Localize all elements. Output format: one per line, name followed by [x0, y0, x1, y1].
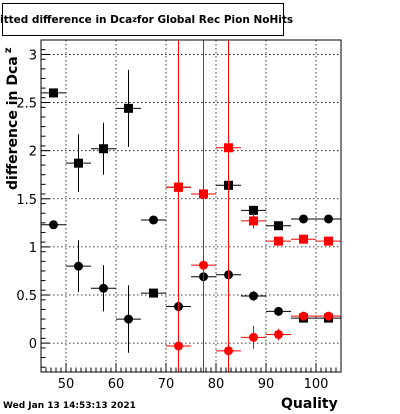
- y-tick-label: 1.5: [16, 193, 37, 208]
- circle-marker: [174, 341, 183, 351]
- circle-marker-point: [316, 311, 341, 321]
- square-marker-point: [266, 221, 291, 231]
- y-axis-label-main: difference in Dca: [5, 56, 21, 190]
- circle-marker: [74, 261, 83, 271]
- circle-marker: [324, 311, 333, 321]
- circle-marker: [99, 283, 108, 293]
- square-marker-point: [116, 69, 141, 147]
- x-axis-label: Quality: [281, 396, 338, 412]
- square-marker-point: [316, 236, 341, 246]
- x-tick-label: 90: [258, 377, 275, 392]
- circle-marker-point: [66, 240, 91, 293]
- square-marker: [49, 88, 58, 98]
- square-marker-point: [241, 205, 266, 215]
- circle-marker: [249, 291, 258, 301]
- y-tick-label: 0: [29, 337, 37, 352]
- series-3: [166, 40, 341, 372]
- date-stamp: Wed Jan 13 14:53:13 2021: [3, 401, 136, 411]
- grid-lines: [41, 40, 341, 372]
- x-tick-label: 80: [208, 377, 225, 392]
- y-axis-label: difference in Dca z: [3, 47, 21, 190]
- y-tick-label: 3: [29, 48, 37, 63]
- circle-marker-point: [316, 214, 341, 224]
- square-marker: [274, 221, 283, 231]
- circle-marker: [249, 332, 258, 342]
- plot-frame: [40, 39, 342, 373]
- svg-text:difference in Dcaz: difference in Dca z: [3, 47, 21, 190]
- square-marker-point: [266, 236, 291, 246]
- square-marker: [299, 234, 308, 244]
- chart-title-subscript: z: [132, 15, 137, 24]
- circle-marker: [274, 329, 283, 339]
- square-marker: [324, 236, 333, 246]
- circle-marker-point: [166, 40, 191, 372]
- circle-marker: [49, 220, 58, 230]
- square-marker: [124, 103, 133, 113]
- circle-marker-point: [116, 285, 141, 353]
- circle-marker-point: [266, 306, 291, 316]
- circle-marker: [199, 260, 208, 270]
- square-marker-point: [41, 88, 66, 98]
- square-marker: [99, 144, 108, 154]
- square-marker-point: [91, 122, 116, 175]
- chart-title-main: Fitted difference in Dca: [0, 13, 133, 26]
- circle-marker-point: [216, 254, 241, 372]
- square-marker: [249, 216, 258, 226]
- chart-title-suffix: for Global Rec Pion NoHits: [136, 13, 294, 26]
- data-points: [41, 40, 341, 372]
- y-axis-label-subscript: z: [3, 47, 14, 53]
- circle-marker: [124, 314, 133, 324]
- x-tick-label: 60: [108, 377, 125, 392]
- x-tick-label: 50: [58, 377, 75, 392]
- chart-title: Fitted difference in Dca z for Global Rec…: [0, 3, 293, 36]
- x-tick-label: 100: [304, 377, 329, 392]
- circle-marker-point: [141, 215, 166, 225]
- axes: 50 60 70 80 90 100 0 0.5 1 1.5 2 2.5 3: [16, 39, 342, 392]
- circle-marker-point: [91, 265, 116, 312]
- circle-marker: [149, 215, 158, 225]
- circle-marker-point: [241, 325, 266, 349]
- y-tick-label: 2: [29, 145, 37, 160]
- circle-marker: [324, 214, 333, 224]
- y-tick-label: 2.5: [16, 97, 37, 112]
- y-tick-label: 0.5: [16, 289, 37, 304]
- square-marker-point: [291, 234, 316, 244]
- circle-marker: [299, 311, 308, 321]
- circle-marker-point: [266, 328, 291, 341]
- y-tick-label: 1: [29, 241, 37, 256]
- series-1: [41, 214, 341, 353]
- circle-marker-point: [191, 40, 216, 372]
- square-marker-point: [66, 134, 91, 193]
- circle-marker-point: [291, 311, 316, 321]
- square-marker-point: [241, 213, 266, 229]
- series-0: [41, 69, 341, 323]
- circle-marker-point: [291, 214, 316, 224]
- x-tick-label: 70: [158, 377, 175, 392]
- circle-marker: [274, 306, 283, 316]
- square-marker-point: [141, 288, 166, 298]
- circle-marker-point: [41, 220, 66, 230]
- square-marker: [224, 143, 233, 153]
- square-marker: [74, 158, 83, 168]
- square-marker: [274, 236, 283, 246]
- circle-marker-point: [241, 291, 266, 301]
- square-marker: [249, 205, 258, 215]
- square-marker: [149, 288, 158, 298]
- circle-marker: [224, 346, 233, 356]
- circle-marker: [299, 214, 308, 224]
